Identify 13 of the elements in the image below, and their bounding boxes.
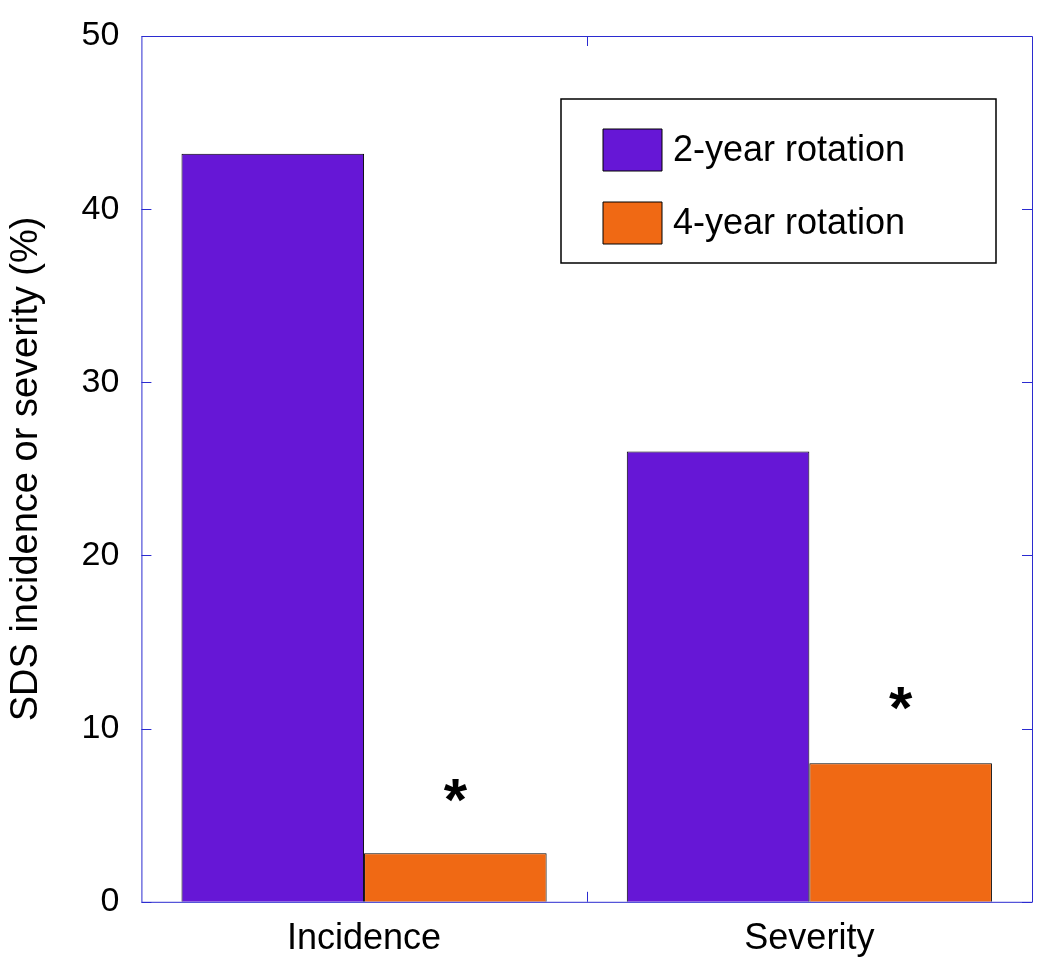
legend-label: 4-year rotation (673, 200, 906, 242)
annotation: * (888, 674, 913, 742)
y-tick-label: 40 (81, 187, 120, 226)
x-tick-label: Incidence (287, 916, 442, 958)
y-tick-label: 20 (81, 533, 120, 572)
legend-label: 2-year rotation (673, 127, 906, 169)
y-tick-label: 0 (100, 880, 120, 919)
y-tick-label: 10 (81, 707, 120, 746)
y-axis-title: SDS incidence or severity (%) (3, 216, 46, 722)
x-tick-label: Severity (744, 916, 875, 958)
annotation: * (443, 765, 468, 833)
y-tick-label: 30 (81, 360, 120, 399)
y-tick-label: 50 (81, 14, 120, 53)
